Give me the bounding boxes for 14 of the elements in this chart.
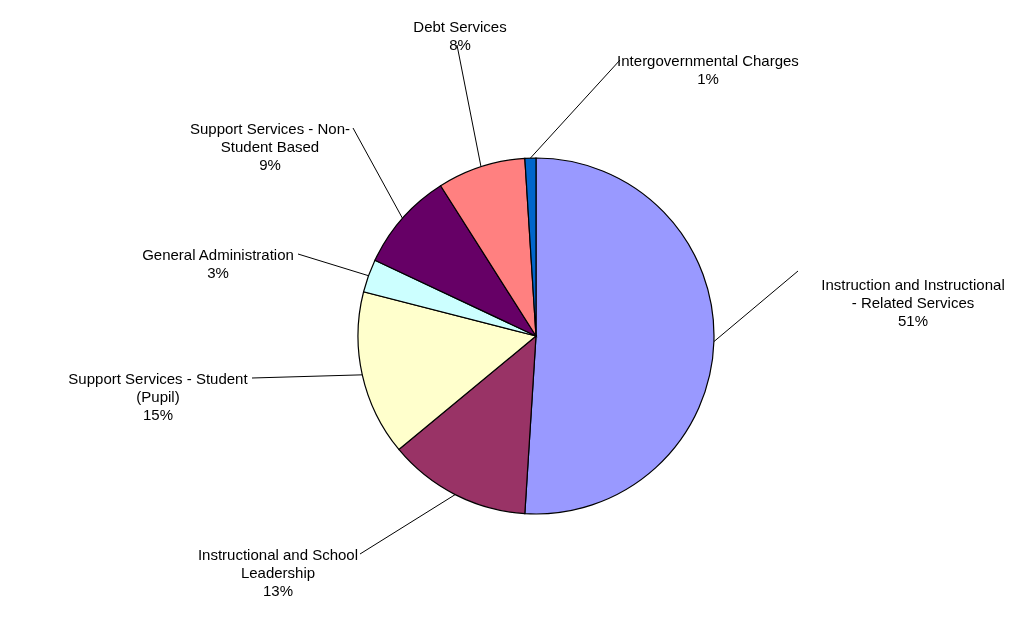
slice-label: Instructional and School Leadership <box>197 545 359 581</box>
data-label: 13% <box>262 581 294 599</box>
data-label: 3% <box>207 263 229 281</box>
slice-label: Intergovernmental Charges <box>617 51 799 69</box>
slice-label: General Administration <box>142 245 294 263</box>
slice-label: Support Services - Non-Student Based <box>189 119 351 155</box>
slice-label: Debt Services <box>413 17 507 35</box>
slice-label: Instruction and Instructional - Related Services <box>821 275 1005 311</box>
data-label: 9% <box>259 155 281 173</box>
data-label: 8% <box>449 35 471 53</box>
data-label: 1% <box>697 69 719 87</box>
data-label: 15% <box>142 405 174 423</box>
data-label: 51% <box>897 311 929 329</box>
slice-label: Support Services - Student (Pupil) <box>68 369 249 405</box>
